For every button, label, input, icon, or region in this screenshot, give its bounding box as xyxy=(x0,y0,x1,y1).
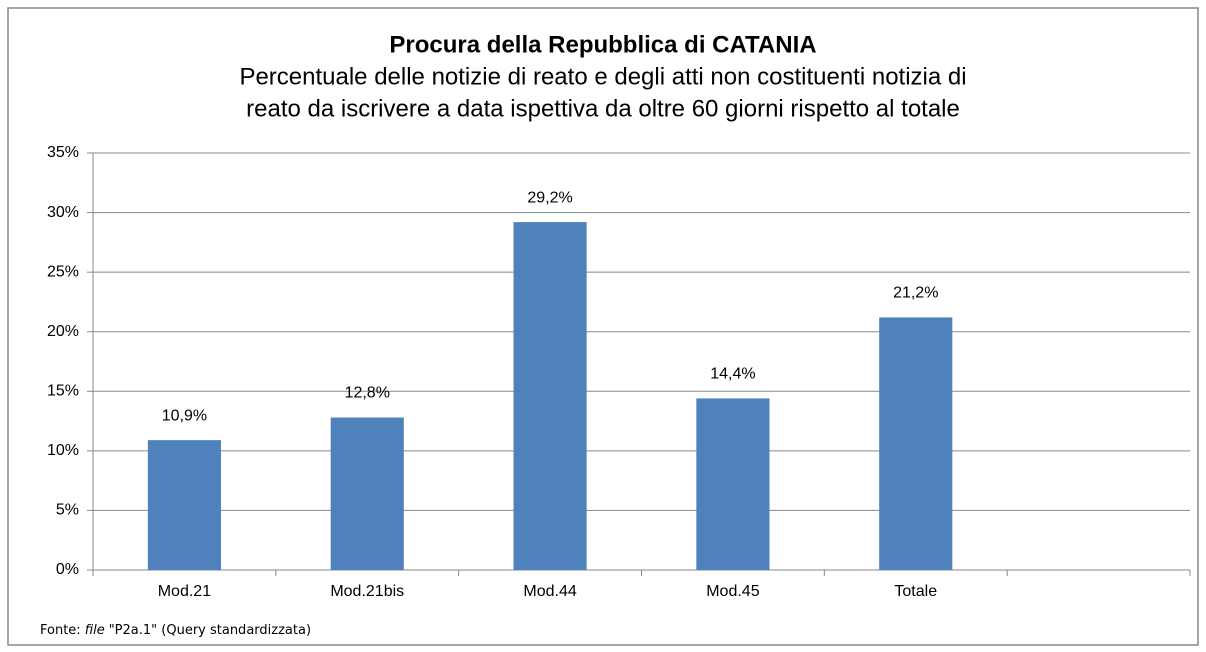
chart-title: Procura della Repubblica di CATANIA xyxy=(389,31,816,58)
bar xyxy=(147,440,221,570)
chart-subtitle: reato da iscrivere a data ispettiva da o… xyxy=(246,95,960,122)
y-tick-label: 0% xyxy=(56,561,79,578)
x-tick-label: Mod.44 xyxy=(523,583,576,600)
y-tick-label: 25% xyxy=(47,263,79,280)
data-label: 10,9% xyxy=(162,407,207,424)
y-tick-label: 20% xyxy=(47,323,79,340)
x-tick-label: Mod.21bis xyxy=(330,583,404,600)
data-label: 29,2% xyxy=(527,189,572,206)
source-note: Fonte: file "P2a.1" (Query standardizzata) xyxy=(40,623,311,638)
source-rest: "P2a.1" (Query standardizzata) xyxy=(109,623,311,638)
y-tick-label: 35% xyxy=(47,144,79,161)
x-tick-label: Totale xyxy=(894,583,937,600)
data-label: 21,2% xyxy=(893,285,938,302)
data-label: 14,4% xyxy=(710,366,755,383)
y-tick-label: 30% xyxy=(47,204,79,221)
source-prefix: Fonte: xyxy=(40,623,81,638)
bar xyxy=(513,222,587,571)
x-tick-label: Mod.21 xyxy=(158,583,211,600)
bar xyxy=(330,417,404,570)
bar xyxy=(696,398,770,570)
data-label: 12,8% xyxy=(345,385,390,402)
x-tick-label: Mod.45 xyxy=(706,583,759,600)
y-tick-label: 15% xyxy=(47,383,79,400)
source-emphasis: file xyxy=(85,623,105,638)
y-tick-label: 5% xyxy=(56,502,79,519)
chart-subtitle: Percentuale delle notizie di reato e deg… xyxy=(239,63,966,90)
y-tick-label: 10% xyxy=(47,442,79,459)
bar xyxy=(879,317,953,570)
